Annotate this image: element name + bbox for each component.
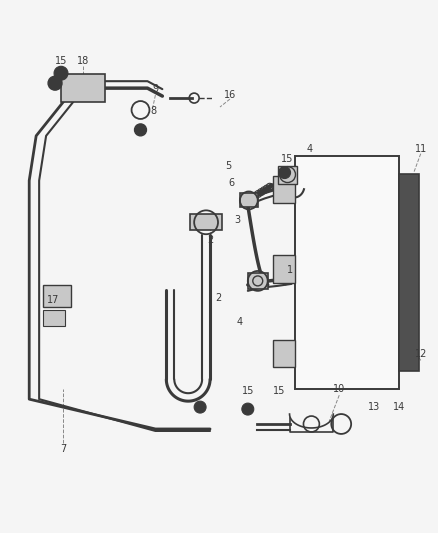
Text: 4: 4: [306, 144, 312, 154]
Bar: [273, 255, 294, 283]
Text: 3: 3: [234, 215, 240, 225]
Text: 14: 14: [393, 402, 405, 412]
Text: 9: 9: [152, 84, 159, 94]
Bar: [248, 273, 268, 289]
Bar: [278, 166, 297, 183]
Text: 12: 12: [414, 350, 427, 359]
Bar: [273, 340, 294, 367]
Text: 2: 2: [207, 235, 213, 245]
Text: 13: 13: [368, 402, 380, 412]
Text: 15: 15: [242, 386, 254, 396]
Circle shape: [54, 66, 68, 80]
Circle shape: [134, 124, 146, 136]
Text: 11: 11: [415, 144, 427, 154]
Text: 6: 6: [229, 177, 235, 188]
Text: 5: 5: [225, 160, 231, 171]
Circle shape: [194, 401, 206, 413]
Text: 15: 15: [281, 154, 294, 164]
Text: 2: 2: [215, 293, 221, 303]
Circle shape: [48, 76, 62, 90]
Text: 15: 15: [55, 56, 67, 66]
Circle shape: [242, 403, 254, 415]
Bar: [43, 285, 71, 307]
Text: 4: 4: [237, 317, 243, 327]
Bar: [190, 214, 222, 230]
Text: 7: 7: [60, 444, 66, 454]
Text: 8: 8: [150, 106, 156, 116]
Circle shape: [279, 167, 290, 179]
Text: 1: 1: [286, 265, 293, 275]
Bar: [43, 310, 65, 326]
Bar: [294, 156, 399, 389]
Text: 17: 17: [47, 295, 59, 305]
Bar: [61, 74, 105, 102]
Text: 18: 18: [77, 56, 89, 66]
Text: 15: 15: [273, 386, 286, 396]
Bar: [240, 193, 258, 207]
Bar: [399, 174, 419, 372]
Text: 16: 16: [224, 90, 236, 100]
Bar: [273, 175, 294, 204]
Text: 10: 10: [333, 384, 345, 394]
